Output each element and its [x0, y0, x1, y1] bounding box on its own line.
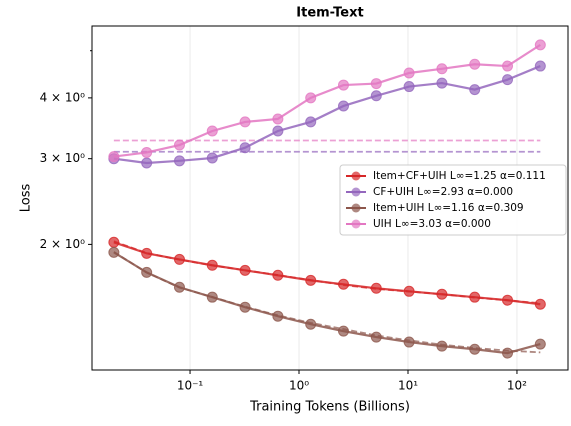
- data-point: [108, 151, 120, 163]
- data-point: [206, 291, 218, 303]
- data-point: [436, 77, 448, 89]
- legend-marker: [351, 187, 361, 197]
- y-tick-label: 3 × 10⁰: [40, 151, 86, 165]
- data-point: [502, 74, 514, 86]
- data-point: [305, 92, 317, 104]
- data-point: [305, 274, 317, 286]
- data-point: [469, 58, 481, 70]
- data-point: [272, 269, 284, 281]
- data-point: [502, 60, 514, 72]
- data-point: [436, 340, 448, 352]
- data-point: [141, 266, 153, 278]
- legend-label: Item+UIH L∞=1.16 α=0.309: [373, 202, 524, 214]
- data-point: [272, 310, 284, 322]
- legend-label: Item+CF+UIH L∞=1.25 α=0.111: [373, 170, 546, 182]
- data-point: [436, 63, 448, 75]
- data-point: [534, 338, 546, 350]
- data-point: [173, 139, 185, 151]
- data-point: [305, 318, 317, 330]
- series-line: [113, 251, 541, 355]
- data-point: [337, 278, 349, 290]
- data-point: [502, 347, 514, 359]
- data-point: [502, 294, 514, 306]
- data-point: [272, 125, 284, 137]
- data-point: [403, 81, 415, 93]
- y-axis-label: Loss: [19, 184, 34, 213]
- data-point: [403, 285, 415, 297]
- chart-title: Item-Text: [296, 6, 363, 21]
- data-point: [173, 253, 185, 265]
- legend-marker: [351, 171, 361, 181]
- data-point: [469, 343, 481, 355]
- data-point: [108, 246, 120, 258]
- data-point: [534, 60, 546, 72]
- data-point: [141, 157, 153, 169]
- data-point: [141, 247, 153, 259]
- legend-marker: [351, 219, 361, 229]
- data-point: [239, 301, 251, 313]
- data-point: [206, 259, 218, 271]
- data-point: [534, 39, 546, 51]
- x-tick-label: 10¹: [398, 379, 418, 393]
- data-point: [370, 90, 382, 102]
- data-point: [141, 146, 153, 158]
- data-point: [272, 113, 284, 125]
- x-tick-label: 10⁻¹: [177, 379, 204, 393]
- data-point: [337, 79, 349, 91]
- legend-label: UIH L∞=3.03 α=0.000: [373, 218, 491, 230]
- data-point: [239, 142, 251, 154]
- data-point: [305, 116, 317, 128]
- data-point: [370, 78, 382, 90]
- data-point: [239, 264, 251, 276]
- data-point: [206, 152, 218, 164]
- y-tick-label: 4 × 10⁰: [40, 90, 86, 104]
- legend-box: [339, 164, 567, 236]
- y-tick-label: 2 × 10⁰: [40, 237, 86, 251]
- data-point: [337, 100, 349, 112]
- data-point: [436, 288, 448, 300]
- series-line: [113, 43, 541, 158]
- data-point: [239, 116, 251, 128]
- data-point: [108, 236, 120, 248]
- fit-line: [113, 251, 541, 354]
- legend-label: CF+UIH L∞=2.93 α=0.000: [373, 186, 513, 198]
- x-tick-label: 10⁰: [289, 379, 309, 393]
- data-point: [534, 298, 546, 310]
- data-point: [370, 282, 382, 294]
- data-point: [403, 336, 415, 348]
- data-point: [337, 325, 349, 337]
- legend-marker: [351, 203, 361, 213]
- data-point: [206, 125, 218, 137]
- plot-frame: [91, 25, 569, 371]
- x-axis-label: Training Tokens (Billions): [249, 400, 410, 415]
- x-tick-label: 10²: [507, 379, 527, 393]
- data-point: [173, 155, 185, 167]
- data-point: [469, 291, 481, 303]
- data-point: [403, 67, 415, 79]
- data-point: [469, 84, 481, 96]
- data-point: [370, 331, 382, 343]
- data-point: [173, 281, 185, 293]
